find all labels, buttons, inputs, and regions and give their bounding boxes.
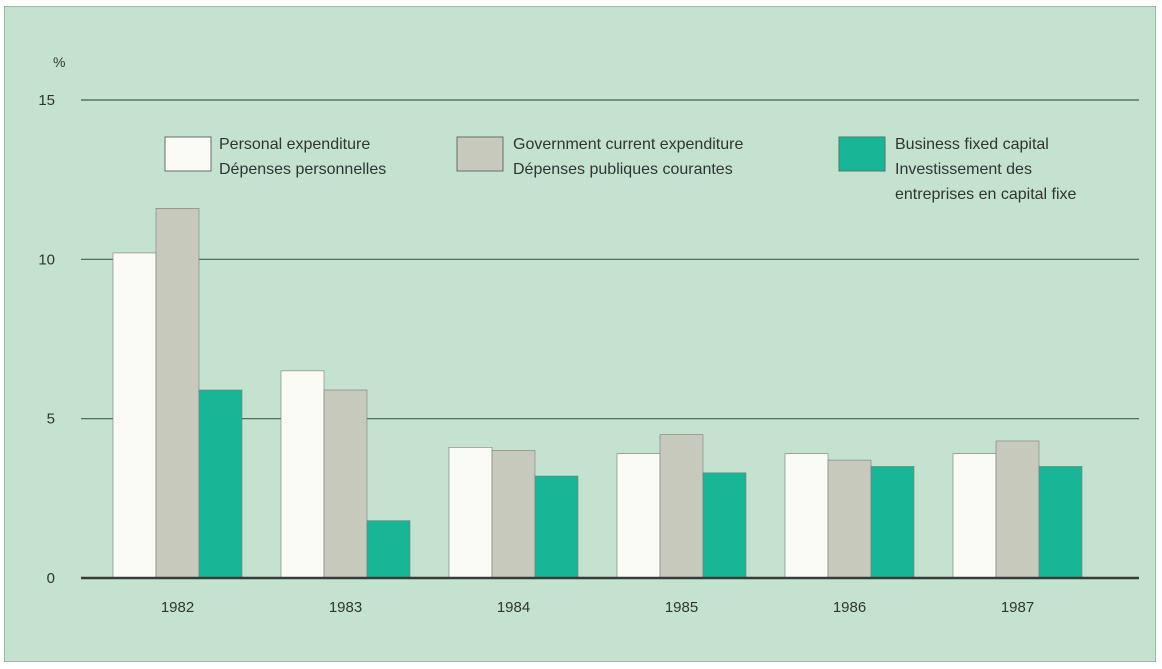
- bar-1986-government: [827, 459, 872, 579]
- legend-swatch-business: [838, 136, 886, 172]
- bar-1984-government: [491, 450, 536, 579]
- y-tick-label: 15: [38, 92, 55, 109]
- x-tick-label: 1983: [329, 599, 362, 616]
- y-tick-label: 0: [47, 570, 55, 587]
- bar-1985-business: [702, 472, 747, 579]
- legend-label-government-fr: Dépenses publiques courantes: [513, 161, 733, 178]
- bar-1983-business: [366, 520, 411, 579]
- y-unit-label: %: [53, 54, 65, 70]
- bar-1986-personal: [784, 453, 829, 579]
- bar-1987-business: [1038, 466, 1083, 579]
- bar-1982-business: [198, 389, 243, 579]
- bar-1984-personal: [448, 447, 493, 579]
- x-tick-label: 1987: [1001, 599, 1034, 616]
- legend: Personal expenditure Dépenses personnell…: [164, 136, 1077, 203]
- y-tick-label: 10: [38, 251, 55, 268]
- bar-1982-personal: [112, 252, 157, 579]
- legend-label-business-fr-2: entreprises en capital fixe: [895, 186, 1077, 203]
- bar-chart: % 0 5 10 15 1982 1983 1984 1985 1986 1987 Persona…: [38, 54, 1139, 616]
- legend-item-personal: Personal expenditure Dépenses personnell…: [164, 136, 386, 178]
- bar-1985-personal: [616, 453, 661, 579]
- legend-swatch-government: [456, 136, 504, 172]
- legend-label-business-fr-1: Investissement des: [895, 161, 1032, 178]
- bar-1983-government: [323, 389, 368, 579]
- y-tick-label: 5: [47, 411, 55, 428]
- axes: 0 5 10 15 1982 1983 1984 1985 1986 1987: [38, 92, 1139, 616]
- legend-label-personal-fr: Dépenses personnelles: [219, 161, 386, 178]
- chart-frame: % 0 5 10 15 1982 1983 1984 1985 1986 1987 Persona…: [4, 6, 1156, 662]
- bars: [112, 208, 1083, 579]
- legend-item-government: Government current expenditure Dépenses …: [456, 136, 743, 178]
- legend-label-personal-en: Personal expenditure: [219, 136, 370, 153]
- x-tick-label: 1982: [161, 599, 194, 616]
- bar-1986-business: [870, 466, 915, 579]
- bar-1983-personal: [280, 370, 325, 579]
- bar-1987-government: [995, 440, 1040, 579]
- bar-1982-government: [155, 208, 200, 579]
- x-tick-label: 1986: [833, 599, 866, 616]
- legend-item-business: Business fixed capital Investissement de…: [838, 136, 1077, 203]
- x-tick-label: 1984: [497, 599, 530, 616]
- legend-label-business-en: Business fixed capital: [895, 136, 1049, 153]
- bar-1985-government: [659, 434, 704, 579]
- legend-swatch-personal: [164, 136, 212, 172]
- bar-1987-personal: [952, 453, 997, 579]
- x-tick-label: 1985: [665, 599, 698, 616]
- bar-1984-business: [534, 475, 579, 579]
- gridlines: [81, 99, 1139, 420]
- legend-label-government-en: Government current expenditure: [513, 136, 743, 153]
